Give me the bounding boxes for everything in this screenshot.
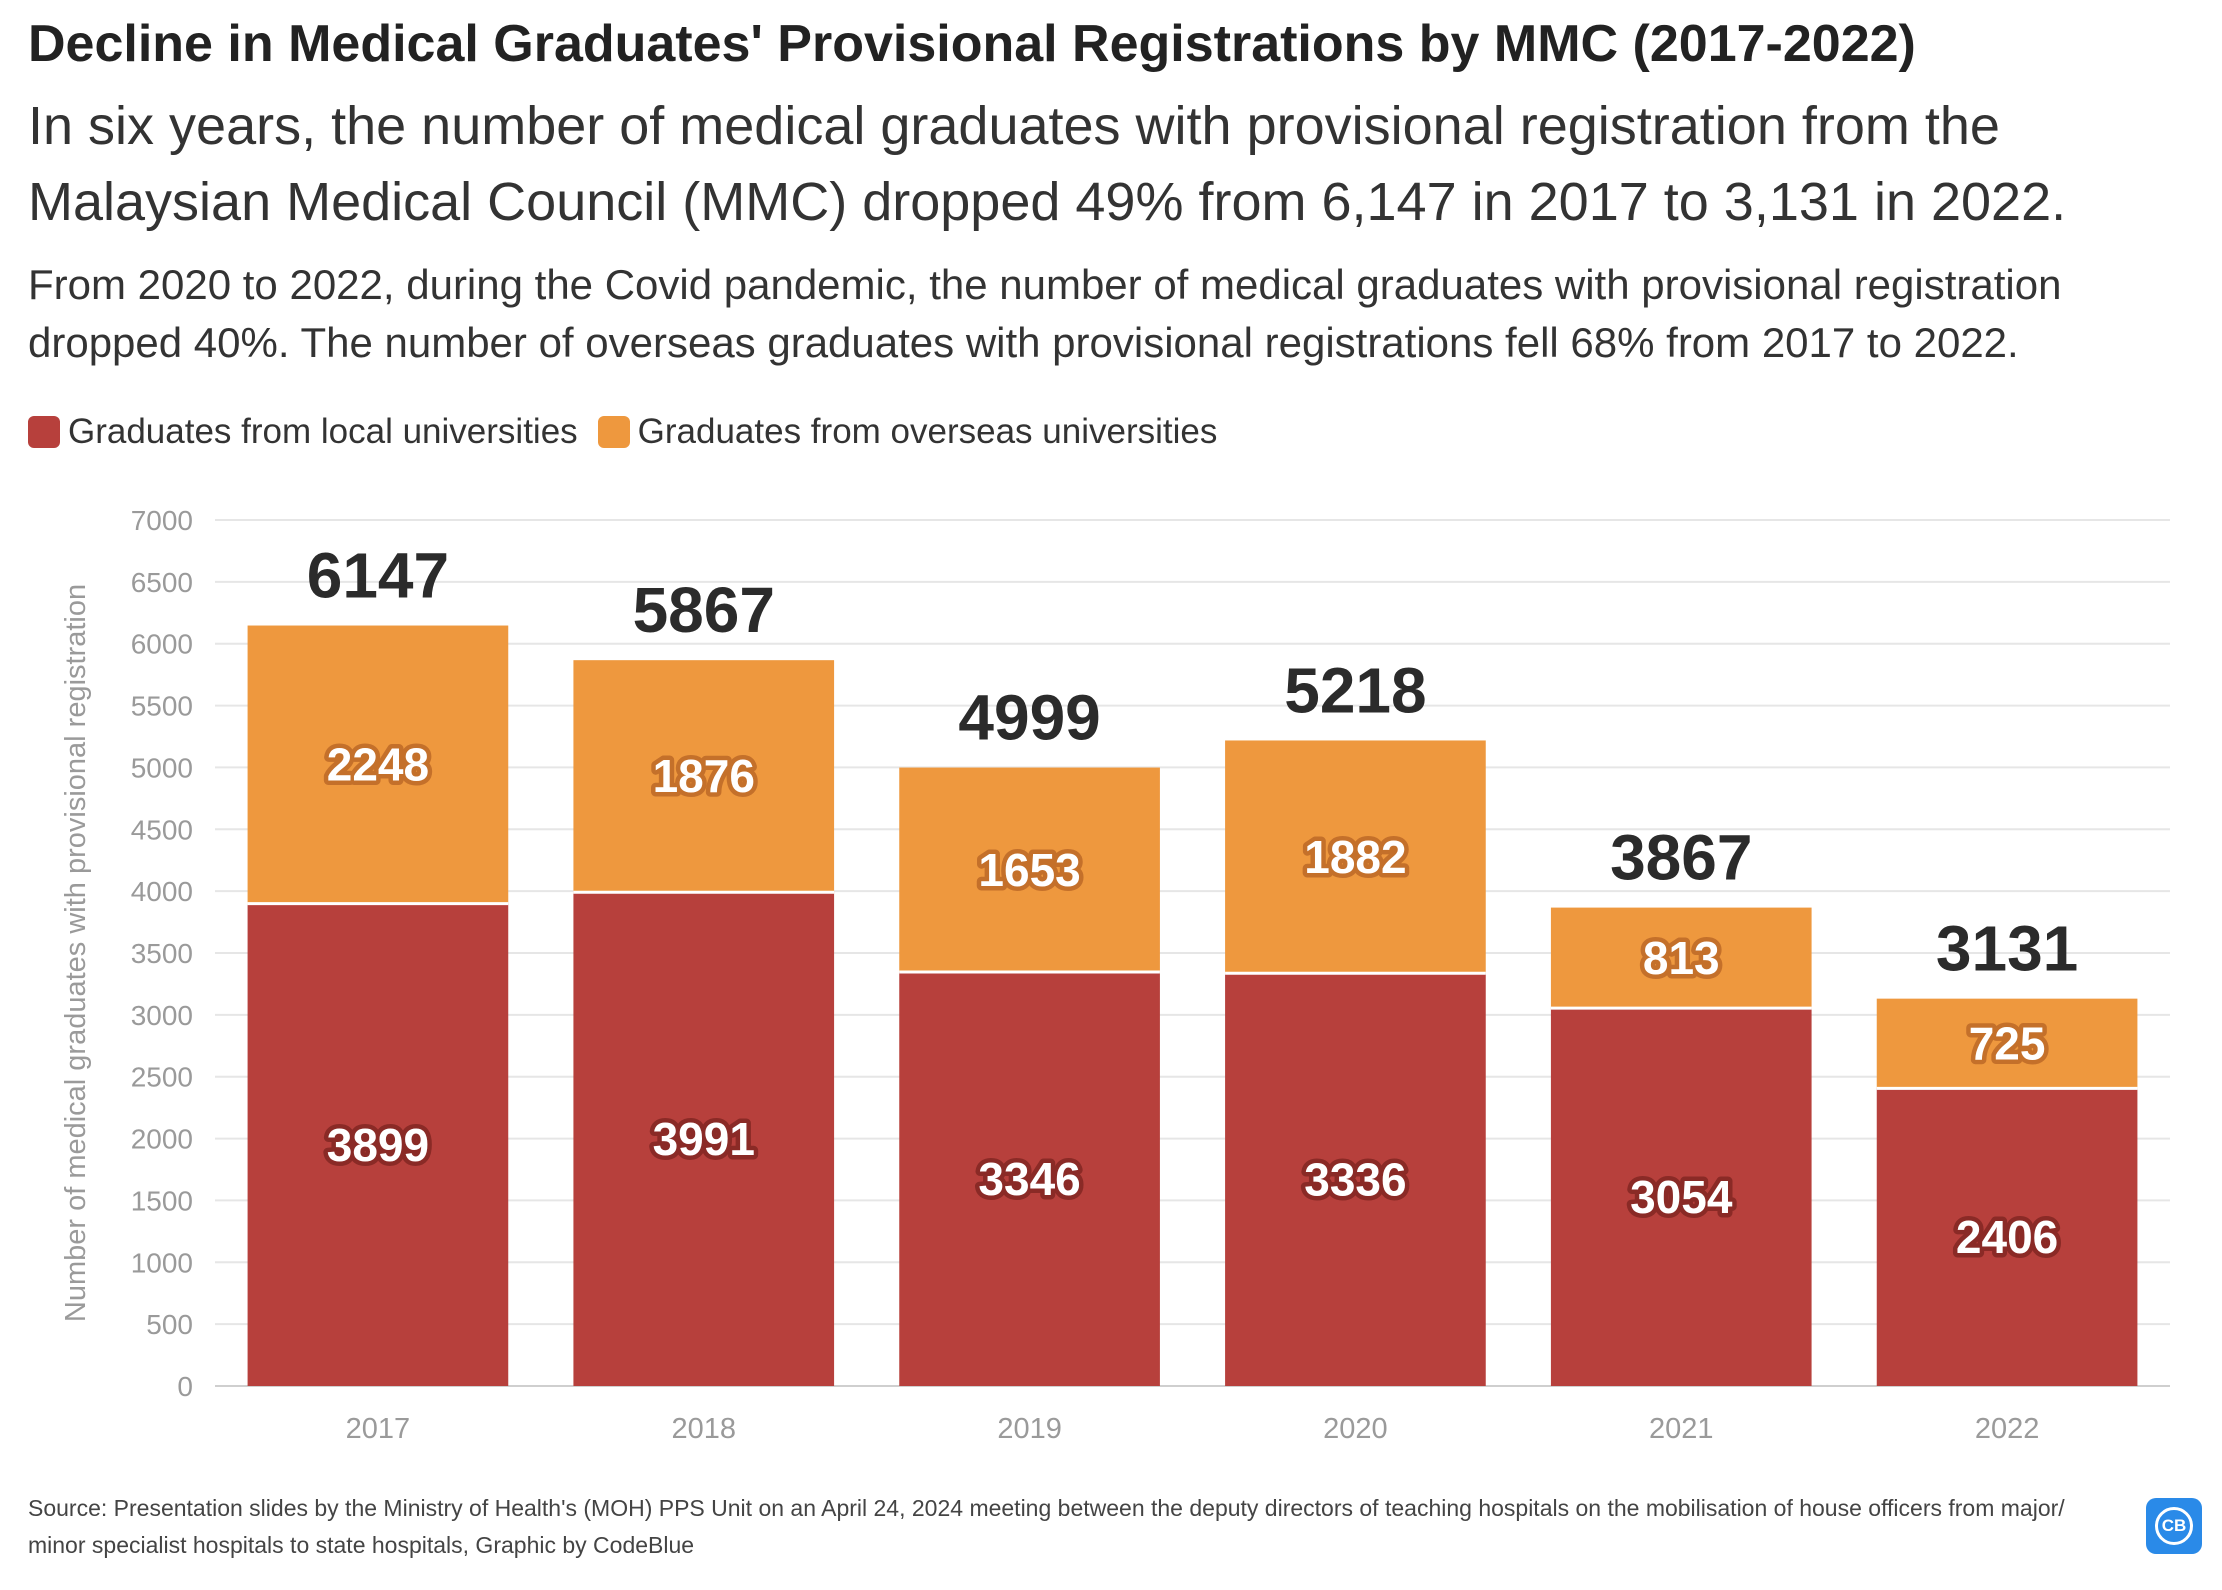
legend-label-overseas: Graduates from overseas universities (637, 412, 1218, 451)
x-tick-label: 2017 (346, 1413, 411, 1445)
bar-overseas (1876, 998, 2138, 1089)
data-label-total: 5218 (1284, 654, 1426, 726)
x-tick-label: 2020 (1323, 1413, 1388, 1445)
y-tick-label: 6500 (131, 567, 193, 598)
y-tick-label: 3000 (131, 1000, 193, 1031)
x-tick-label: 2021 (1649, 1413, 1714, 1445)
codeblue-logo-mark: CB (2155, 1507, 2193, 1545)
bar-local (573, 892, 835, 1386)
chart-title: Decline in Medical Graduates' Provisiona… (28, 15, 1916, 73)
y-tick-label: 5500 (131, 691, 193, 722)
bar-local (1876, 1088, 2138, 1386)
y-tick-label: 2500 (131, 1062, 193, 1093)
x-tick-label: 2022 (1975, 1413, 2040, 1445)
bar-overseas (247, 625, 509, 904)
bar-local (1225, 973, 1486, 1386)
data-label-overseas: 725 (1969, 1017, 2046, 1069)
chart-subtitle: In six years, the number of medical grad… (28, 96, 2067, 232)
data-label-total: 3131 (1936, 913, 2078, 985)
y-axis-title: Number of medical graduates with provisi… (60, 584, 92, 1322)
chart-description: From 2020 to 2022, during the Covid pand… (28, 261, 2062, 366)
bar-overseas (1550, 907, 1812, 1009)
data-label-local: 3346 (978, 1153, 1080, 1205)
x-tick-label: 2019 (997, 1413, 1062, 1445)
legend-label-local: Graduates from local universities (68, 412, 578, 451)
y-tick-label: 1500 (131, 1185, 193, 1216)
data-label-overseas: 1876 (653, 750, 755, 802)
bar-local (899, 972, 1160, 1386)
x-tick-label: 2018 (671, 1413, 736, 1445)
y-tick-label: 0 (177, 1371, 193, 1402)
data-label-total: 3867 (1610, 822, 1752, 894)
data-label-local: 2406 (1956, 1211, 2058, 1263)
y-tick-label: 1000 (131, 1247, 193, 1278)
bar-overseas (1225, 740, 1486, 974)
bar-local (1550, 1008, 1812, 1386)
legend-item-overseas: Graduates from overseas universities (597, 412, 1218, 452)
legend-item-local: Graduates from local universities (28, 412, 578, 452)
chart-legend: Graduates from local universities Gradua… (28, 412, 1237, 452)
y-tick-label: 500 (146, 1309, 193, 1340)
data-label-overseas: 813 (1643, 932, 1720, 984)
y-tick-label: 7000 (131, 505, 193, 536)
y-tick-label: 6000 (131, 629, 193, 660)
data-label-overseas: 1653 (978, 844, 1080, 896)
data-label-local: 3054 (1630, 1171, 1733, 1223)
codeblue-logo: CB (2146, 1498, 2202, 1554)
data-label-local: 3899 (327, 1119, 429, 1171)
bar-local (247, 903, 509, 1386)
bar-overseas (899, 767, 1160, 973)
data-label-total: 5867 (633, 574, 775, 646)
data-label-local: 3336 (1304, 1154, 1406, 1206)
data-label-local: 3991 (653, 1113, 755, 1165)
bar-overseas (573, 660, 835, 893)
data-label-total: 4999 (958, 682, 1100, 754)
y-tick-label: 3500 (131, 938, 193, 969)
source-note: Source: Presentation slides by the Minis… (28, 1495, 2065, 1558)
stacked-bar-chart: 0 500 1000 1500 2000 2500 3000 3500 4000 4500 5000… (60, 505, 2170, 1445)
y-tick-label: 4000 (131, 876, 193, 907)
data-label-overseas: 1882 (1304, 831, 1406, 883)
y-tick-label: 5000 (131, 752, 193, 783)
legend-swatch-local (28, 416, 60, 448)
legend-swatch-overseas (597, 416, 630, 448)
y-tick-label: 2000 (131, 1124, 193, 1155)
data-label-overseas: 2248 (327, 739, 429, 791)
y-tick-label: 4500 (131, 814, 193, 845)
data-label-total: 6147 (307, 540, 449, 612)
